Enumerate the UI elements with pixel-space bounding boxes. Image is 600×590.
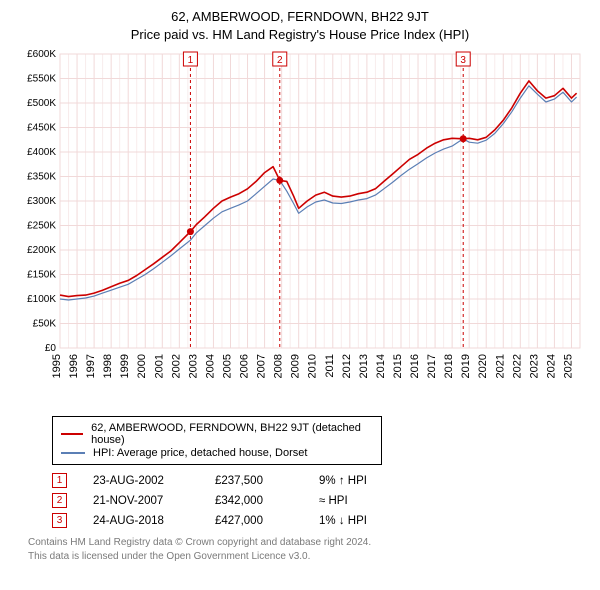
svg-text:£150K: £150K [27, 270, 56, 281]
svg-text:1995: 1995 [51, 354, 63, 378]
svg-text:2023: 2023 [528, 354, 540, 378]
sale-hpi-delta: ≈ HPI [319, 495, 399, 507]
svg-text:2004: 2004 [204, 354, 216, 378]
legend: 62, AMBERWOOD, FERNDOWN, BH22 9JT (detac… [52, 416, 382, 465]
svg-text:1996: 1996 [68, 354, 80, 378]
sale-row: 2 21-NOV-2007 £342,000 ≈ HPI [52, 493, 586, 508]
title-subtitle: Price paid vs. HM Land Registry's House … [14, 26, 586, 44]
sale-price: £237,500 [215, 475, 293, 487]
svg-text:2020: 2020 [477, 354, 489, 378]
svg-text:1999: 1999 [119, 354, 131, 378]
svg-text:£300K: £300K [27, 196, 56, 207]
svg-text:1: 1 [188, 55, 194, 66]
svg-text:£400K: £400K [27, 147, 56, 158]
sale-date: 24-AUG-2018 [93, 515, 189, 527]
svg-text:2012: 2012 [341, 354, 353, 378]
sale-row: 3 24-AUG-2018 £427,000 1% ↓ HPI [52, 513, 586, 528]
sale-marker-badge: 2 [52, 493, 67, 508]
svg-text:2024: 2024 [545, 354, 557, 378]
svg-text:3: 3 [460, 55, 466, 66]
footer-attribution: Contains HM Land Registry data © Crown c… [28, 536, 586, 563]
sale-row: 1 23-AUG-2002 £237,500 9% ↑ HPI [52, 473, 586, 488]
footer-line1: Contains HM Land Registry data © Crown c… [28, 536, 586, 550]
svg-text:£350K: £350K [27, 172, 56, 183]
svg-text:£600K: £600K [27, 50, 56, 60]
svg-text:2000: 2000 [136, 354, 148, 378]
svg-text:2003: 2003 [187, 354, 199, 378]
svg-text:2006: 2006 [239, 354, 251, 378]
sale-marker-badge: 3 [52, 513, 67, 528]
svg-text:2011: 2011 [324, 354, 336, 378]
legend-label: HPI: Average price, detached house, Dors… [93, 447, 307, 459]
svg-text:£50K: £50K [33, 319, 57, 330]
svg-text:2018: 2018 [443, 354, 455, 378]
svg-text:2: 2 [277, 55, 283, 66]
svg-text:2016: 2016 [409, 354, 421, 378]
svg-text:2001: 2001 [153, 354, 165, 378]
sale-hpi-delta: 1% ↓ HPI [319, 515, 399, 527]
svg-text:£250K: £250K [27, 221, 56, 232]
svg-text:£550K: £550K [27, 74, 56, 85]
svg-text:2025: 2025 [562, 354, 574, 378]
svg-text:1997: 1997 [85, 354, 97, 378]
sale-marker-badge: 1 [52, 473, 67, 488]
svg-text:2005: 2005 [221, 354, 233, 378]
svg-text:2009: 2009 [290, 354, 302, 378]
chart-title: 62, AMBERWOOD, FERNDOWN, BH22 9JT Price … [14, 8, 586, 44]
svg-text:£500K: £500K [27, 98, 56, 109]
chart-container: 62, AMBERWOOD, FERNDOWN, BH22 9JT Price … [0, 0, 600, 573]
legend-swatch [61, 433, 83, 435]
svg-text:2008: 2008 [273, 354, 285, 378]
legend-row: 62, AMBERWOOD, FERNDOWN, BH22 9JT (detac… [61, 422, 373, 446]
sale-date: 21-NOV-2007 [93, 495, 189, 507]
svg-text:2010: 2010 [307, 354, 319, 378]
legend-label: 62, AMBERWOOD, FERNDOWN, BH22 9JT (detac… [91, 422, 373, 446]
legend-swatch [61, 452, 85, 454]
svg-text:£200K: £200K [27, 245, 56, 256]
title-address: 62, AMBERWOOD, FERNDOWN, BH22 9JT [14, 8, 586, 26]
svg-text:1998: 1998 [102, 354, 114, 378]
sale-hpi-delta: 9% ↑ HPI [319, 475, 399, 487]
svg-text:2002: 2002 [170, 354, 182, 378]
sale-price: £342,000 [215, 495, 293, 507]
svg-text:£0: £0 [45, 343, 57, 354]
svg-text:2022: 2022 [511, 354, 523, 378]
svg-text:2015: 2015 [392, 354, 404, 378]
svg-text:2019: 2019 [460, 354, 472, 378]
footer-line2: This data is licensed under the Open Gov… [28, 550, 586, 564]
sale-price: £427,000 [215, 515, 293, 527]
sales-table: 1 23-AUG-2002 £237,500 9% ↑ HPI 2 21-NOV-2007… [52, 473, 586, 528]
svg-text:2014: 2014 [375, 354, 387, 378]
legend-row: HPI: Average price, detached house, Dors… [61, 447, 373, 459]
chart-plot-area: £0 £50K £100K £150K £200K £250K £300K £350K £400… [14, 50, 586, 410]
svg-text:2017: 2017 [426, 354, 438, 378]
sale-date: 23-AUG-2002 [93, 475, 189, 487]
svg-text:2007: 2007 [256, 354, 268, 378]
svg-text:2021: 2021 [494, 354, 506, 378]
svg-text:£450K: £450K [27, 123, 56, 134]
svg-text:£100K: £100K [27, 294, 56, 305]
svg-text:2013: 2013 [358, 354, 370, 378]
